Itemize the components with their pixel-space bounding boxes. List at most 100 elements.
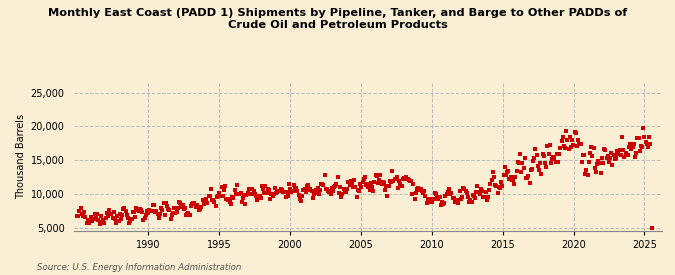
Point (208, 198, 219, 202)
Point (379, 188, 390, 192)
Point (614, 148, 625, 153)
Point (589, 166, 600, 170)
Point (258, 186, 269, 191)
Point (307, 195, 318, 200)
Point (175, 201, 186, 205)
Point (580, 172, 591, 176)
Point (511, 169, 522, 174)
Point (470, 196, 481, 200)
Point (124, 221, 134, 225)
Point (597, 156, 608, 161)
Point (98, 218, 109, 222)
Point (395, 182, 406, 186)
Point (184, 213, 195, 217)
Point (275, 187, 286, 191)
Point (240, 201, 250, 206)
Point (437, 200, 448, 204)
Point (330, 184, 341, 188)
Point (80, 215, 90, 219)
Point (118, 207, 129, 211)
Point (249, 192, 260, 196)
Point (122, 213, 132, 217)
Point (253, 195, 264, 200)
Point (241, 193, 252, 198)
Point (335, 185, 346, 189)
Point (107, 215, 118, 220)
Point (520, 175, 531, 180)
Point (350, 185, 361, 189)
Point (401, 175, 412, 179)
Point (476, 187, 487, 191)
Point (402, 177, 413, 182)
Point (162, 204, 173, 208)
Point (327, 189, 338, 193)
Point (568, 143, 578, 147)
Point (574, 142, 585, 147)
Point (310, 191, 321, 195)
Point (468, 194, 479, 198)
Point (126, 217, 137, 221)
Point (423, 197, 433, 202)
Point (159, 213, 170, 217)
Point (277, 187, 288, 192)
Point (493, 185, 504, 189)
Point (76, 212, 87, 216)
Point (537, 152, 548, 156)
Point (278, 190, 289, 194)
Point (542, 144, 553, 148)
Point (404, 179, 415, 183)
Point (263, 187, 273, 191)
Point (344, 183, 355, 187)
Point (533, 164, 543, 168)
Point (113, 219, 124, 223)
Point (211, 204, 221, 208)
Point (288, 189, 298, 193)
Point (203, 194, 214, 198)
Point (497, 184, 508, 189)
Point (489, 175, 500, 179)
Point (302, 183, 313, 187)
Point (549, 156, 560, 161)
Point (238, 196, 248, 200)
Point (394, 178, 405, 183)
Point (109, 217, 120, 222)
Point (544, 143, 555, 147)
Point (194, 208, 205, 212)
Point (247, 186, 258, 191)
Point (611, 156, 622, 160)
Point (188, 200, 198, 205)
Point (481, 198, 492, 202)
Point (458, 186, 468, 190)
Point (601, 155, 612, 160)
Point (157, 208, 168, 213)
Point (452, 197, 462, 202)
Point (500, 173, 511, 177)
Point (454, 188, 465, 193)
Point (181, 213, 192, 217)
Point (333, 191, 344, 196)
Point (198, 202, 209, 206)
Point (123, 215, 134, 220)
Point (217, 194, 228, 198)
Point (325, 192, 336, 196)
Point (342, 186, 352, 191)
Point (183, 211, 194, 216)
Point (128, 210, 139, 214)
Point (316, 182, 327, 186)
Point (207, 198, 217, 202)
Point (356, 185, 367, 189)
Point (244, 186, 254, 191)
Point (634, 148, 645, 153)
Point (321, 187, 332, 191)
Point (358, 177, 369, 181)
Point (368, 189, 379, 193)
Point (84, 221, 95, 225)
Point (547, 157, 558, 161)
Point (423, 200, 434, 204)
Point (632, 135, 643, 140)
Point (72, 214, 82, 218)
Point (566, 144, 576, 149)
Point (371, 174, 382, 178)
Point (515, 152, 526, 156)
Point (97, 220, 107, 224)
